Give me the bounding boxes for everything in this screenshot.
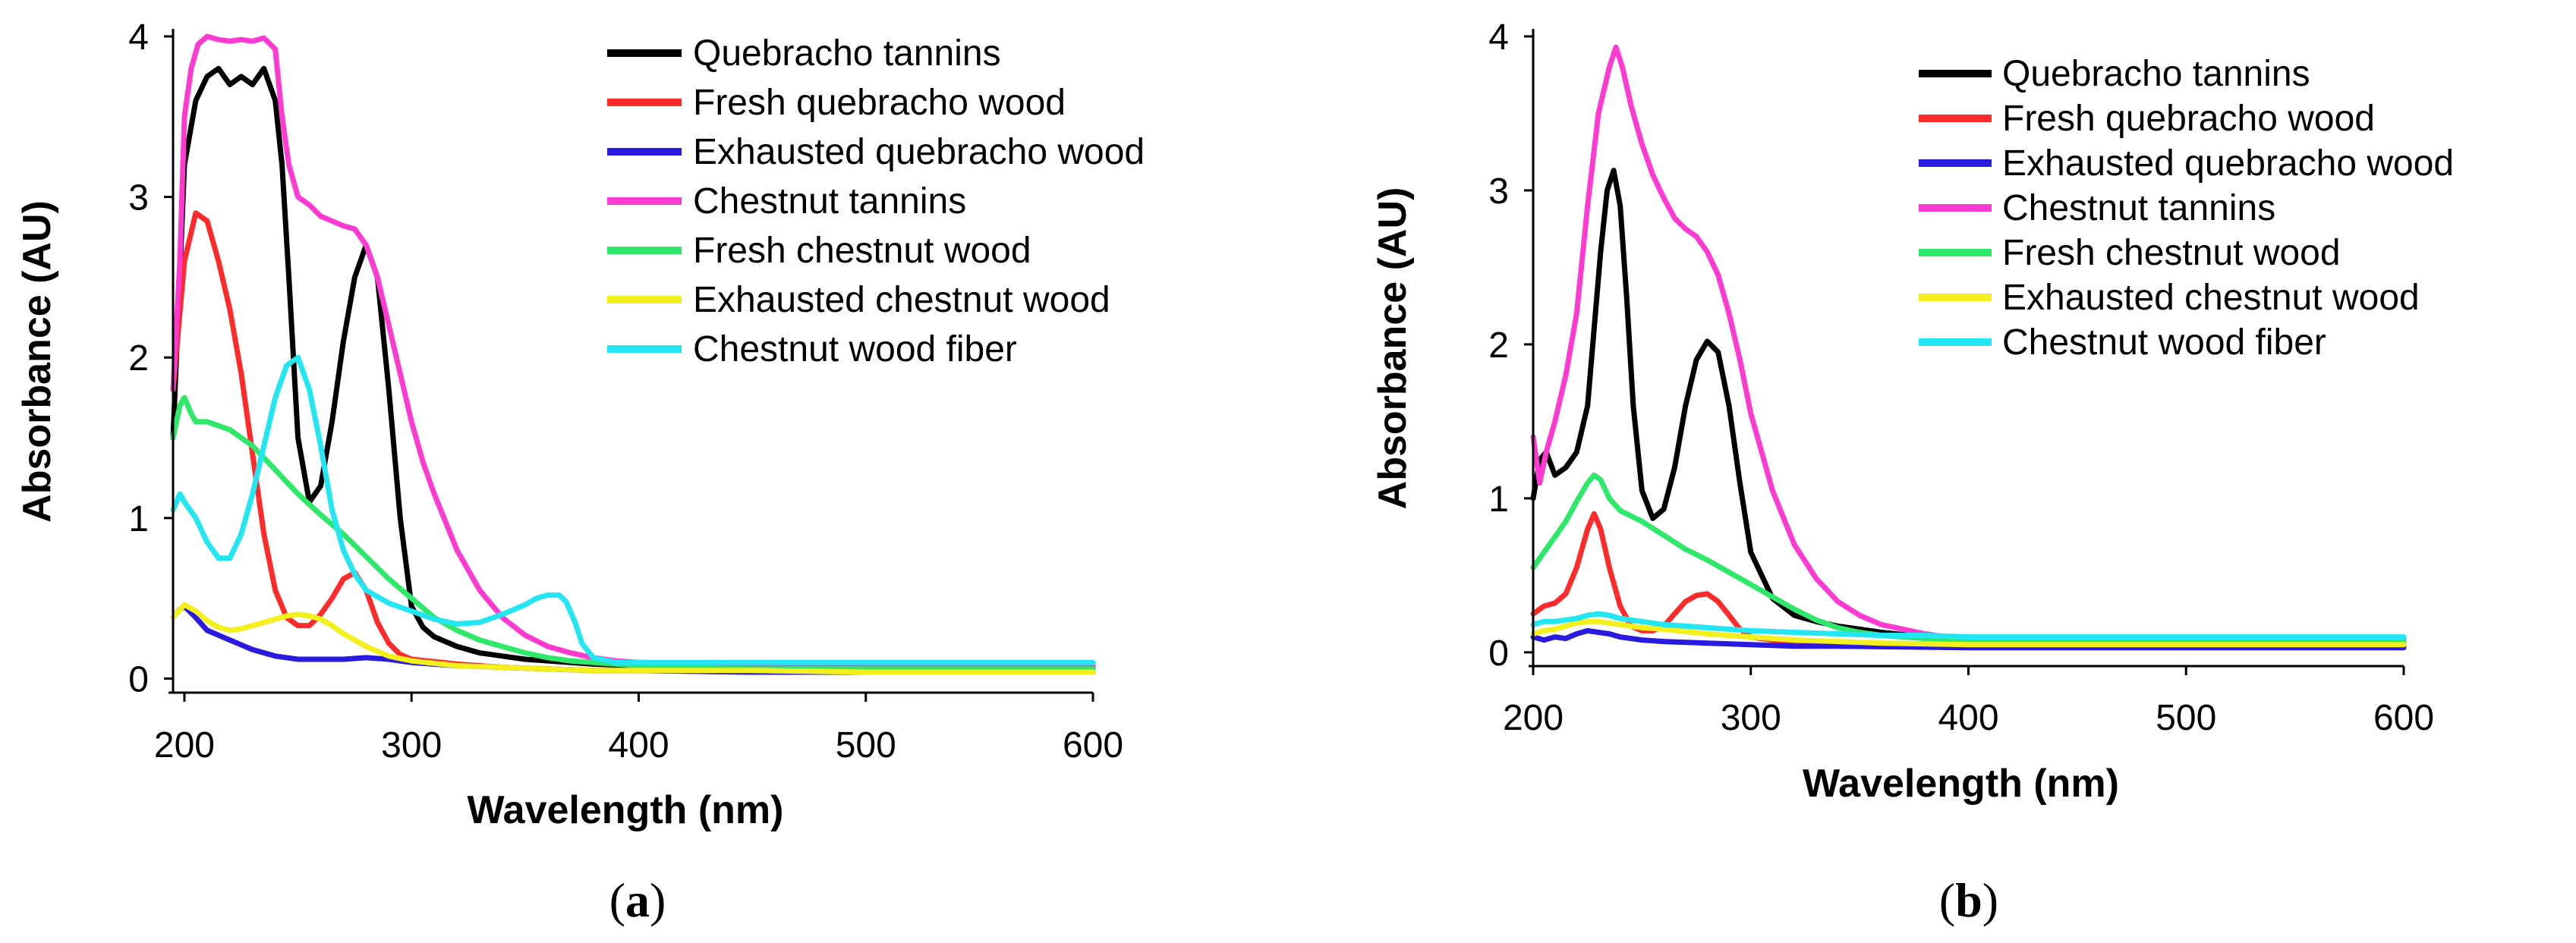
series-line-1: [1530, 168, 2407, 648]
panel-label-letter: a: [625, 873, 650, 927]
series-line-7: [1530, 611, 2407, 640]
series-line-3: [1530, 627, 2407, 651]
x-tick-label: 600: [2373, 698, 2434, 738]
y-tick-label: 4: [1488, 17, 1509, 58]
legend-label: Chestnut wood fiber: [693, 329, 1017, 369]
y-tick-label: 1: [128, 499, 149, 539]
series-line-4: [170, 33, 1096, 668]
y-axis-title: Absorbance (AU): [15, 200, 59, 523]
y-tick-label: 4: [128, 17, 149, 58]
series-line-6: [170, 602, 1096, 675]
legend-label: Chestnut wood fiber: [2002, 322, 2326, 363]
panel-label: (a): [609, 873, 666, 927]
x-tick-label: 200: [1503, 698, 1564, 738]
legend-label: Exhausted chestnut wood: [693, 280, 1110, 320]
panel-label-close: ): [650, 873, 666, 927]
y-tick-label: 0: [1488, 633, 1509, 674]
legend-label: Fresh quebracho wood: [693, 83, 1066, 123]
panel-label: (b): [1939, 873, 1998, 927]
x-tick-label: 200: [154, 725, 215, 765]
series-line-6: [1530, 618, 2407, 648]
panel-label-close: ): [1982, 873, 1998, 927]
legend-label: Fresh chestnut wood: [2002, 233, 2341, 273]
legend-label: Exhausted quebracho wood: [2002, 143, 2454, 184]
y-tick-label: 0: [128, 659, 149, 699]
panel-label-open: (: [609, 873, 625, 927]
y-tick-label: 2: [1488, 325, 1509, 366]
chart-panel-a: 200 300 400 500 600 0 1 2 3 4 Wavelength (nm) Absor…: [15, 17, 1145, 927]
series-line-5: [170, 394, 1096, 672]
y-tick-label: 2: [128, 338, 149, 379]
series-line-7: [170, 354, 1096, 665]
y-tick-label: 3: [1488, 171, 1509, 212]
x-tick-label: 600: [1063, 725, 1123, 765]
x-tick-label: 500: [2156, 698, 2216, 738]
panel-label-letter: b: [1955, 873, 1982, 927]
y-axis-title: Absorbance (AU): [1371, 187, 1415, 510]
legend-label: Chestnut tannins: [693, 181, 966, 222]
series-line-4: [1530, 44, 2407, 643]
x-tick-label: 400: [1938, 698, 1998, 738]
legend-label: Quebracho tannins: [693, 33, 1001, 74]
legend-label: Quebracho tannins: [2002, 54, 2310, 94]
y-tick-label: 1: [1488, 479, 1509, 520]
legend: Quebracho tannins Fresh quebracho wood Exh…: [607, 33, 1145, 369]
legend-label: Exhausted chestnut wood: [2002, 278, 2420, 318]
x-tick-label: 300: [1721, 698, 1781, 738]
x-tick-label: 300: [381, 725, 442, 765]
legend-label: Fresh quebracho wood: [2002, 99, 2375, 139]
panel-label-open: (: [1939, 873, 1955, 927]
x-tick-label: 500: [836, 725, 896, 765]
x-tick-label: 400: [608, 725, 669, 765]
y-tick-label: 3: [128, 178, 149, 218]
x-axis-title: Wavelength (nm): [1803, 762, 2119, 806]
legend-label: Exhausted quebracho wood: [693, 132, 1145, 172]
chart-panel-b: 200 300 400 500 600 0 1 2 3 4 Wavelength (nm) Absor…: [1371, 17, 2454, 927]
legend-label: Chestnut tannins: [2002, 188, 2275, 228]
legend-label: Fresh chestnut wood: [693, 231, 1031, 271]
x-axis-title: Wavelength (nm): [468, 788, 784, 832]
